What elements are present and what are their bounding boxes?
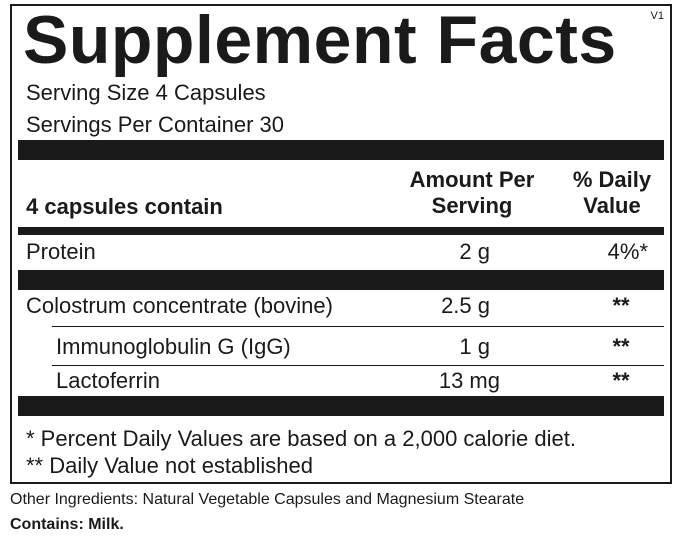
thick-divider-bottom [18,396,664,416]
header-dv-line2: Value [583,193,641,218]
header-amount-line2: Serving [431,193,513,218]
row-colostrum-amount: 2.5 g [441,293,490,318]
allergen-statement: Contains: Milk. [10,516,124,533]
medium-divider [18,227,664,235]
servings-per-container: Servings Per Container 30 [26,112,285,137]
footnote-not-established: ** Daily Value not established [26,453,313,478]
row-lactoferrin-name: Lactoferrin [56,368,160,393]
header-amount-line1: Amount Per [409,167,535,192]
row-protein-name: Protein [26,239,96,264]
row-lactoferrin-amount: 13 mg [438,368,500,393]
header-dv-line1: % Daily [572,167,652,192]
row-separator [52,326,664,327]
thick-divider-top [18,140,664,160]
row-igg-amount: 1 g [459,334,490,359]
supplement-facts-panel: V1 Supplement Facts Serving Size 4 Capsu… [10,2,672,484]
row-protein-dv: 4%* [607,239,648,264]
row-lactoferrin-dv: ** [612,368,630,393]
row-separator [52,365,664,366]
row-protein-amount: 2 g [459,239,490,264]
other-ingredients: Other Ingredients: Natural Vegetable Cap… [10,491,525,508]
serving-size: Serving Size 4 Capsules [26,80,266,105]
row-igg-dv: ** [612,334,630,359]
row-igg-name: Immunoglobulin G (IgG) [56,334,291,359]
version-label: V1 [650,10,664,22]
panel-title: Supplement Facts [23,2,617,78]
thick-divider-middle [18,270,664,290]
row-colostrum-dv: ** [612,293,630,318]
row-colostrum-name: Colostrum concentrate (bovine) [26,293,333,318]
footnote-percent-dv: * Percent Daily Values are based on a 2,… [26,426,576,451]
header-contain: 4 capsules contain [26,194,223,219]
